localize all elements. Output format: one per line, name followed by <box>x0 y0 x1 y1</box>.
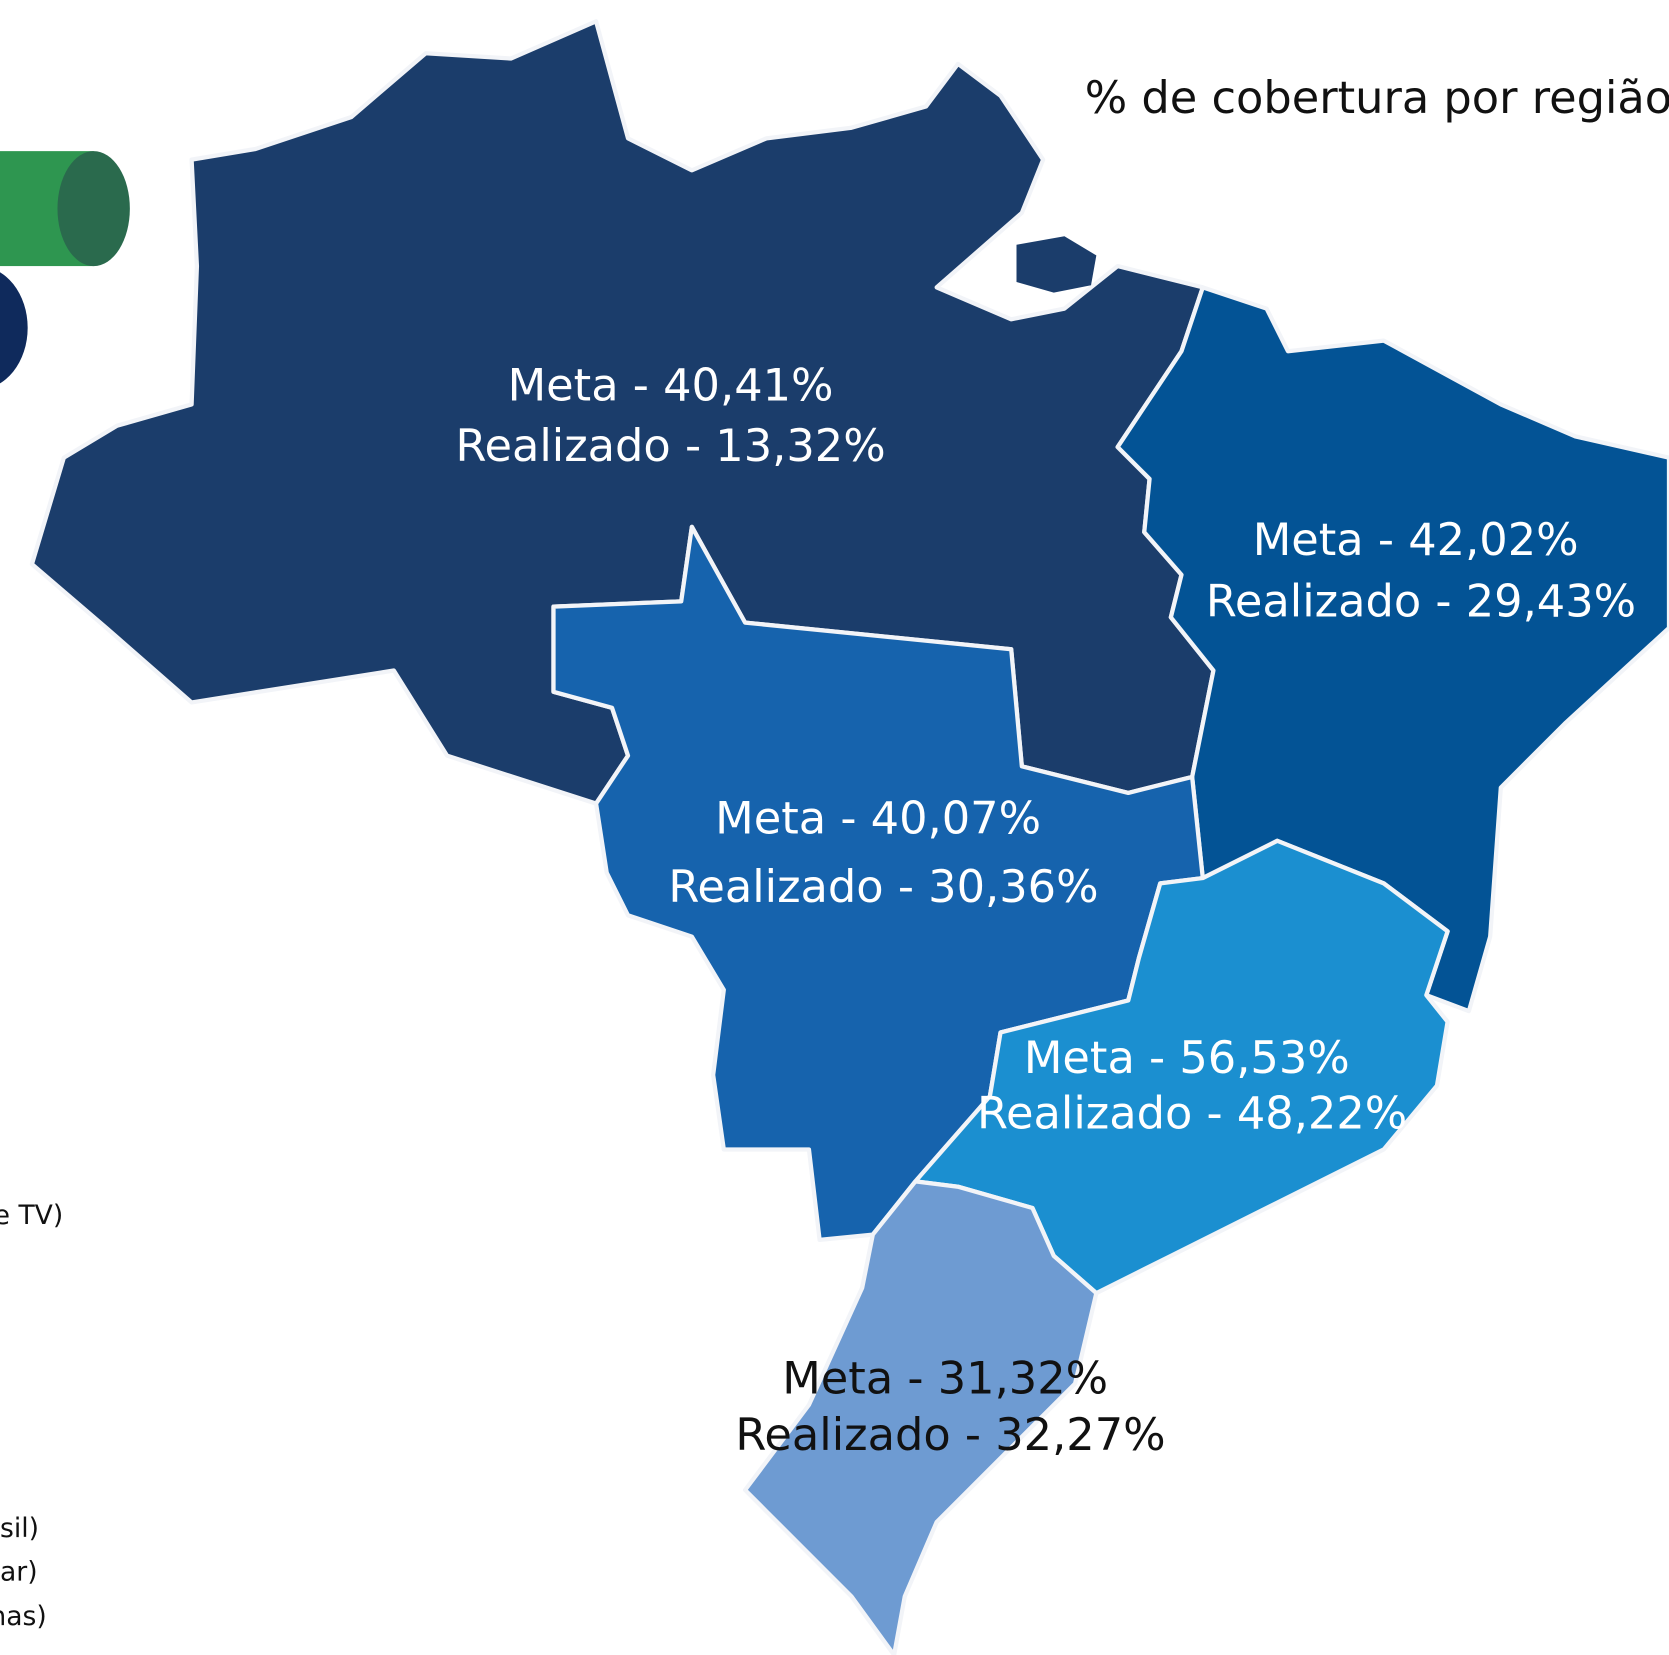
cropped-text: nas) <box>0 1601 47 1632</box>
meta-label: Meta - 40,41% <box>508 359 834 411</box>
cropped-text: ar) <box>0 1557 38 1588</box>
cropped-text: e TV) <box>0 1200 63 1231</box>
realizado-label: Realizado - 48,22% <box>977 1087 1407 1139</box>
regions <box>29 19 1669 1655</box>
realizado-label: Realizado - 30,36% <box>668 861 1098 913</box>
dark-shape <box>0 272 28 384</box>
meta-label: Meta - 40,07% <box>715 793 1041 845</box>
realizado-label: Realizado - 13,32% <box>455 420 885 472</box>
island <box>1016 236 1097 293</box>
meta-label: Meta - 42,02% <box>1253 514 1579 566</box>
region-south <box>742 1179 1099 1655</box>
cropped-text: sil) <box>0 1513 39 1544</box>
meta-label: Meta - 31,32% <box>782 1352 1108 1404</box>
meta-label: Meta - 56,53% <box>1024 1032 1350 1084</box>
realizado-label: Realizado - 29,43% <box>1206 576 1636 628</box>
map-title: % de cobertura por região <box>1085 72 1669 124</box>
realizado-label: Realizado - 32,27% <box>735 1409 1165 1461</box>
green-cylinder-cap <box>57 151 130 267</box>
